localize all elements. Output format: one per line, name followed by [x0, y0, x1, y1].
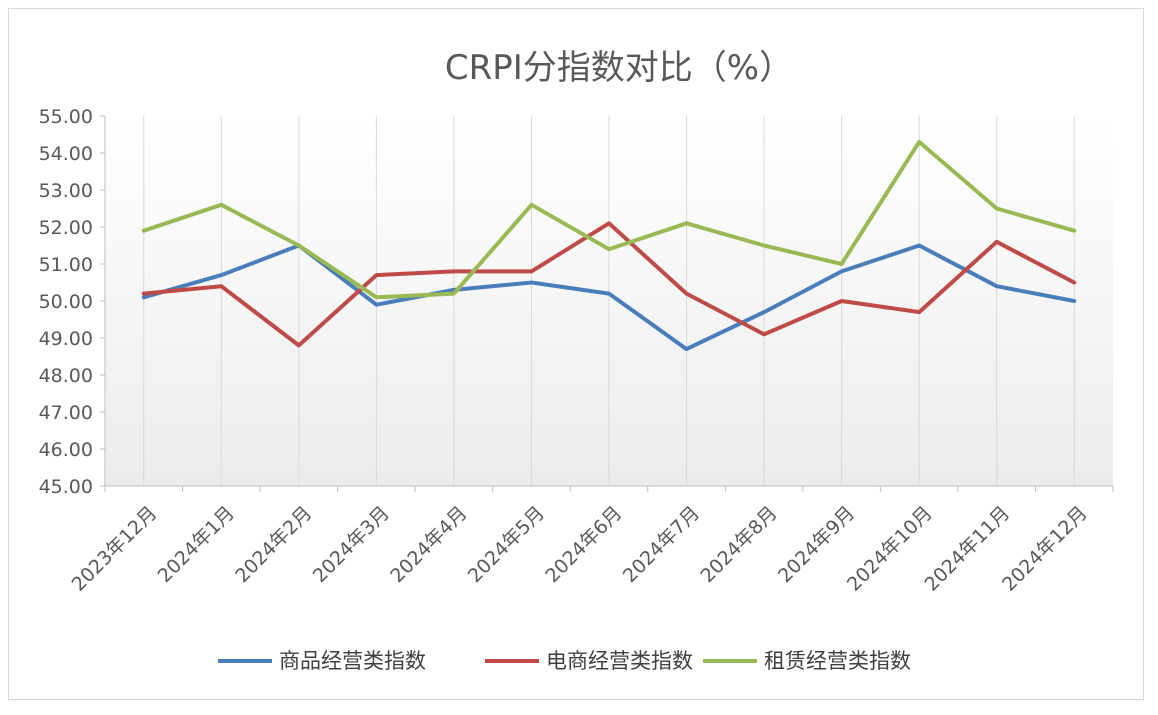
y-tick-label: 53.00	[39, 180, 93, 202]
y-tick-label: 45.00	[39, 476, 93, 498]
y-tick-label: 49.00	[39, 328, 93, 350]
y-tick-label: 52.00	[39, 217, 93, 239]
x-tick-label: 2024年2月	[231, 502, 316, 587]
chart-frame: CRPI分指数对比（%） 45.00 46.00 47.00 48.00 49.00 50…	[8, 8, 1144, 700]
y-tick-label: 48.00	[39, 365, 93, 387]
y-tick-label: 54.00	[39, 143, 93, 165]
legend-label: 商品经营类指数	[279, 649, 426, 673]
series-line-3	[141, 139, 1077, 300]
y-tick-label: 51.00	[39, 254, 93, 276]
x-tick-label: 2024年6月	[541, 502, 626, 587]
legend-label: 租赁经营类指数	[764, 649, 911, 673]
x-tick-label: 2024年4月	[386, 502, 471, 587]
x-tick-label: 2023年12月	[68, 502, 162, 596]
y-tick-label: 47.00	[39, 402, 93, 424]
x-tick-label: 2024年1月	[154, 502, 239, 587]
y-tick-label: 50.00	[39, 291, 93, 313]
y-tick-label: 55.00	[39, 106, 93, 128]
x-tick-label: 2024年8月	[696, 502, 781, 587]
series-lines	[141, 139, 1077, 352]
x-tick-label: 2024年9月	[774, 502, 859, 587]
legend: 商品经营类指数 电商经营类指数 租赁经营类指数	[218, 649, 911, 673]
legend-label: 电商经营类指数	[546, 649, 693, 673]
y-tick-label: 46.00	[39, 439, 93, 461]
x-tick-label: 2024年3月	[309, 502, 394, 587]
series-line-2	[141, 221, 1077, 348]
line-chart: CRPI分指数对比（%） 45.00 46.00 47.00 48.00 49.00 50…	[39, 48, 1114, 673]
chart-title: CRPI分指数对比（%）	[445, 48, 793, 88]
x-tick-label: 2024年5月	[464, 502, 549, 587]
x-tick-label: 2024年7月	[619, 502, 704, 587]
